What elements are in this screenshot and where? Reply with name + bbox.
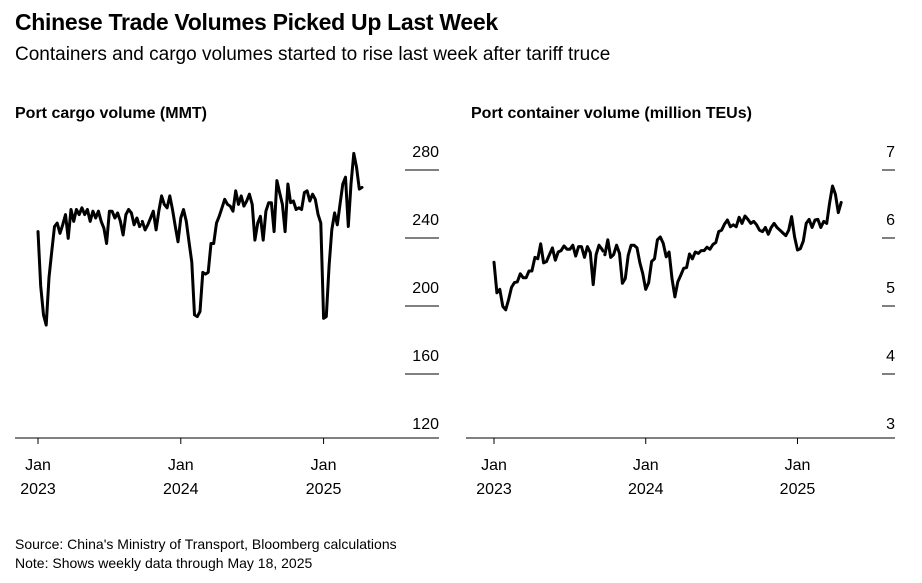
x-tick-month: Jan: [168, 457, 194, 474]
x-tick-month: Jan: [481, 457, 507, 474]
container-series-line: [603, 184, 843, 299]
x-tick-year: 2025: [780, 481, 816, 498]
y-tick-label: 120: [412, 416, 439, 433]
x-tick-year: 2024: [163, 481, 199, 498]
y-tick-label: 240: [412, 212, 439, 229]
x-tick-year: 2024: [628, 481, 664, 498]
x-tick-year: 2025: [306, 481, 342, 498]
x-tick-year: 2023: [20, 481, 56, 498]
y-tick-label: 200: [412, 280, 439, 297]
y-tick-label: 280: [412, 144, 439, 161]
x-tick-month: Jan: [785, 457, 811, 474]
source-note: Source: China's Ministry of Transport, B…: [15, 536, 397, 552]
x-tick-month: Jan: [25, 457, 51, 474]
container-series-line: [492, 242, 604, 312]
cargo-panel-title: Port cargo volume (MMT): [15, 105, 208, 122]
chart-title: Chinese Trade Volumes Picked Up Last Wee…: [15, 9, 498, 35]
data-note: Note: Shows weekly data through May 18, …: [15, 555, 313, 571]
x-tick-year: 2023: [476, 481, 512, 498]
cargo-series-line: [140, 151, 364, 320]
y-tick-label: 5: [886, 280, 895, 297]
y-tick-label: 160: [412, 348, 439, 365]
cargo-series-gap: [138, 219, 144, 228]
container-panel-title: Port container volume (million TEUs): [471, 105, 752, 122]
y-tick-label: 6: [886, 212, 895, 229]
y-tick-label: 7: [886, 144, 895, 161]
cargo-series-line: [36, 206, 142, 327]
y-tick-label: 4: [886, 348, 895, 365]
x-tick-month: Jan: [633, 457, 659, 474]
y-tick-label: 3: [886, 416, 895, 433]
chart-subtitle: Containers and cargo volumes started to …: [15, 44, 611, 65]
x-tick-month: Jan: [311, 457, 337, 474]
